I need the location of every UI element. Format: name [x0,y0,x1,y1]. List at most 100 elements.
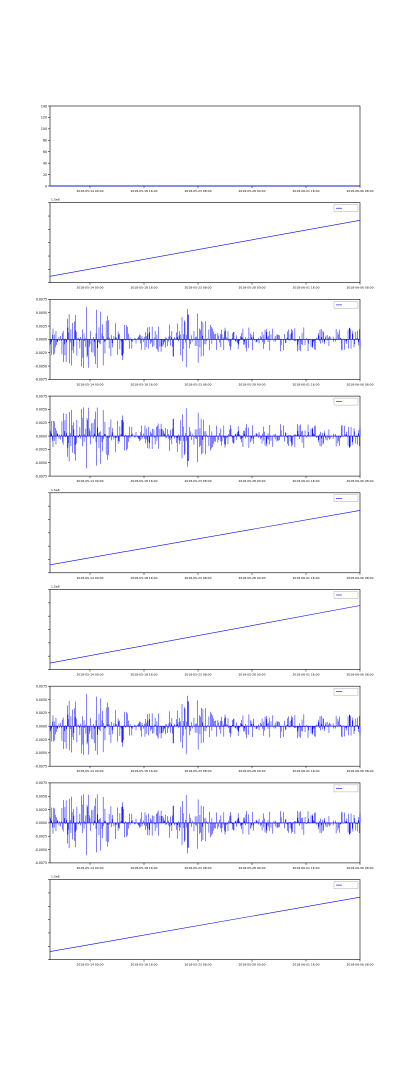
x-tick-label: 2018-06-06 08:00 [346,576,373,580]
x-tick-label: 2018-05-14 00:00 [76,673,103,677]
chart-panel: -0.0075 -0.0050 -0.0025 0.0000 0.0025 0.0050 0… [35,394,374,483]
legend [333,494,359,502]
x-tick-label: 2018-05-18 16:00 [130,576,157,580]
x-tick-label: 2018-06-06 08:00 [346,479,373,483]
x-tick-label: 2018-05-18 16:00 [130,189,157,193]
x-tick-label: 2018-06-06 08:00 [346,963,373,967]
y-tick-label: 0.0000 [36,725,47,729]
x-tick-label: 2018-05-28 00:00 [238,866,265,870]
x-tick-label: 2018-05-23 08:00 [184,866,211,870]
x-tick-label: 2018-06-01 16:00 [292,673,319,677]
y-tick-label: -0.0050 [35,364,47,368]
y-tick-label: 40 [43,161,47,165]
plot-area [49,105,361,187]
x-tick-label: 2018-05-18 16:00 [130,866,157,870]
x-tick-label: 2018-05-28 00:00 [238,382,265,386]
y-tick-label: 0.0000 [36,821,47,825]
legend [333,881,359,889]
offset-text: 1.5e8 [51,488,60,492]
x-tick-label: 2018-06-06 08:00 [346,382,373,386]
legend [333,397,359,406]
chart-panel: -0.0075 -0.0050 -0.0025 0.0000 0.0025 0.0050 0… [35,781,374,870]
legend-box [333,591,359,599]
legend-box [333,397,359,406]
x-tick-label: 2018-05-28 00:00 [238,769,265,773]
x-tick-label: 2018-05-28 00:00 [238,286,265,290]
x-tick-label: 2018-06-06 08:00 [346,769,373,773]
y-tick-label: 20 [43,173,47,177]
plot-area [49,589,361,670]
x-tick-label: 2018-05-14 00:00 [76,866,103,870]
x-tick-label: 2018-05-18 16:00 [130,769,157,773]
legend [333,784,359,793]
y-tick-label: -0.0050 [35,848,47,852]
x-tick-label: 2018-05-23 08:00 [184,286,211,290]
y-tick-label: -0.0050 [35,461,47,465]
plot-area [49,492,361,574]
x-tick-label: 2018-05-28 00:00 [238,673,265,677]
y-tick-label: 80 [43,139,47,143]
y-tick-label: -0.0025 [35,351,47,355]
y-tick-label: 0.0025 [36,324,47,328]
x-tick-label: 2018-05-23 08:00 [184,382,211,386]
chart-panel: -0.0075 -0.0050 -0.0025 0.0000 0.0025 0.0050 0… [35,298,374,387]
series-line [49,510,361,566]
y-tick-label: 140 [41,104,47,108]
x-tick-label: 2018-06-01 16:00 [292,866,319,870]
y-tick-label: 0.0075 [36,298,47,302]
chart-panel: -0.0075 -0.0050 -0.0025 0.0000 0.0025 0.0050 0… [35,685,374,774]
y-tick-label: 0.0050 [36,311,47,315]
series-line [49,605,361,664]
x-tick-label: 2018-05-14 00:00 [76,769,103,773]
y-tick-label: 0.0025 [36,711,47,715]
x-tick-label: 2018-06-06 08:00 [346,286,373,290]
y-tick-label: -0.0075 [35,861,47,865]
x-tick-label: 2018-05-14 00:00 [76,576,103,580]
chart-panel: 0 20 40 60 80 100 120 140 2018-05-14 00:00 2018-0… [41,104,374,193]
legend-box [333,494,359,502]
x-tick-label: 2018-06-01 16:00 [292,479,319,483]
legend-box [333,688,359,696]
y-tick-label: 0.0075 [36,685,47,689]
chart-panel: 2018-05-14 00:00 2018-05-18 16:00 2018-05-… [48,198,374,290]
x-tick-label: 2018-06-01 16:00 [292,963,319,967]
x-tick-label: 2018-05-28 00:00 [238,189,265,193]
x-tick-label: 2018-05-28 00:00 [238,479,265,483]
plot-area [49,879,361,960]
y-tick-label: -0.0025 [35,738,47,742]
x-tick-label: 2018-06-06 08:00 [346,866,373,870]
y-tick-label: -0.0075 [35,474,47,478]
x-tick-label: 2018-05-14 00:00 [76,189,103,193]
y-tick-label: 0.0075 [36,781,47,785]
chart-panel: 2018-05-14 00:00 2018-05-18 16:00 2018-05-… [48,488,374,580]
x-tick-label: 2018-06-01 16:00 [292,382,319,386]
x-tick-label: 2018-05-28 00:00 [238,576,265,580]
x-tick-label: 2018-05-18 16:00 [130,382,157,386]
y-tick-label: 0 [45,184,47,188]
y-tick-label: 0.0025 [36,421,47,425]
x-tick-label: 2018-05-23 08:00 [184,963,211,967]
legend-box [333,784,359,793]
x-tick-label: 2018-05-18 16:00 [130,479,157,483]
legend [333,301,359,309]
y-tick-label: -0.0025 [35,835,47,839]
legend [333,204,359,212]
x-tick-label: 2018-05-14 00:00 [76,286,103,290]
y-tick-label: 0.0025 [36,808,47,812]
chart-panel: 2018-05-14 00:00 2018-05-18 16:00 2018-05-… [48,875,374,967]
y-tick-label: 0.0000 [36,434,47,438]
y-tick-label: 0.0075 [36,394,47,398]
x-tick-label: 2018-05-23 08:00 [184,189,211,193]
offset-text: 1.5e8 [51,875,60,879]
y-tick-label: -0.0050 [35,751,47,755]
x-tick-label: 2018-06-01 16:00 [292,286,319,290]
x-tick-label: 2018-05-14 00:00 [76,479,103,483]
y-tick-label: 0.0050 [36,698,47,702]
x-tick-label: 2018-05-28 00:00 [238,963,265,967]
y-tick-label: 0.0000 [36,338,47,342]
legend-box [333,204,359,212]
y-tick-label: -0.0075 [35,765,47,769]
y-tick-label: 0.0050 [36,408,47,412]
